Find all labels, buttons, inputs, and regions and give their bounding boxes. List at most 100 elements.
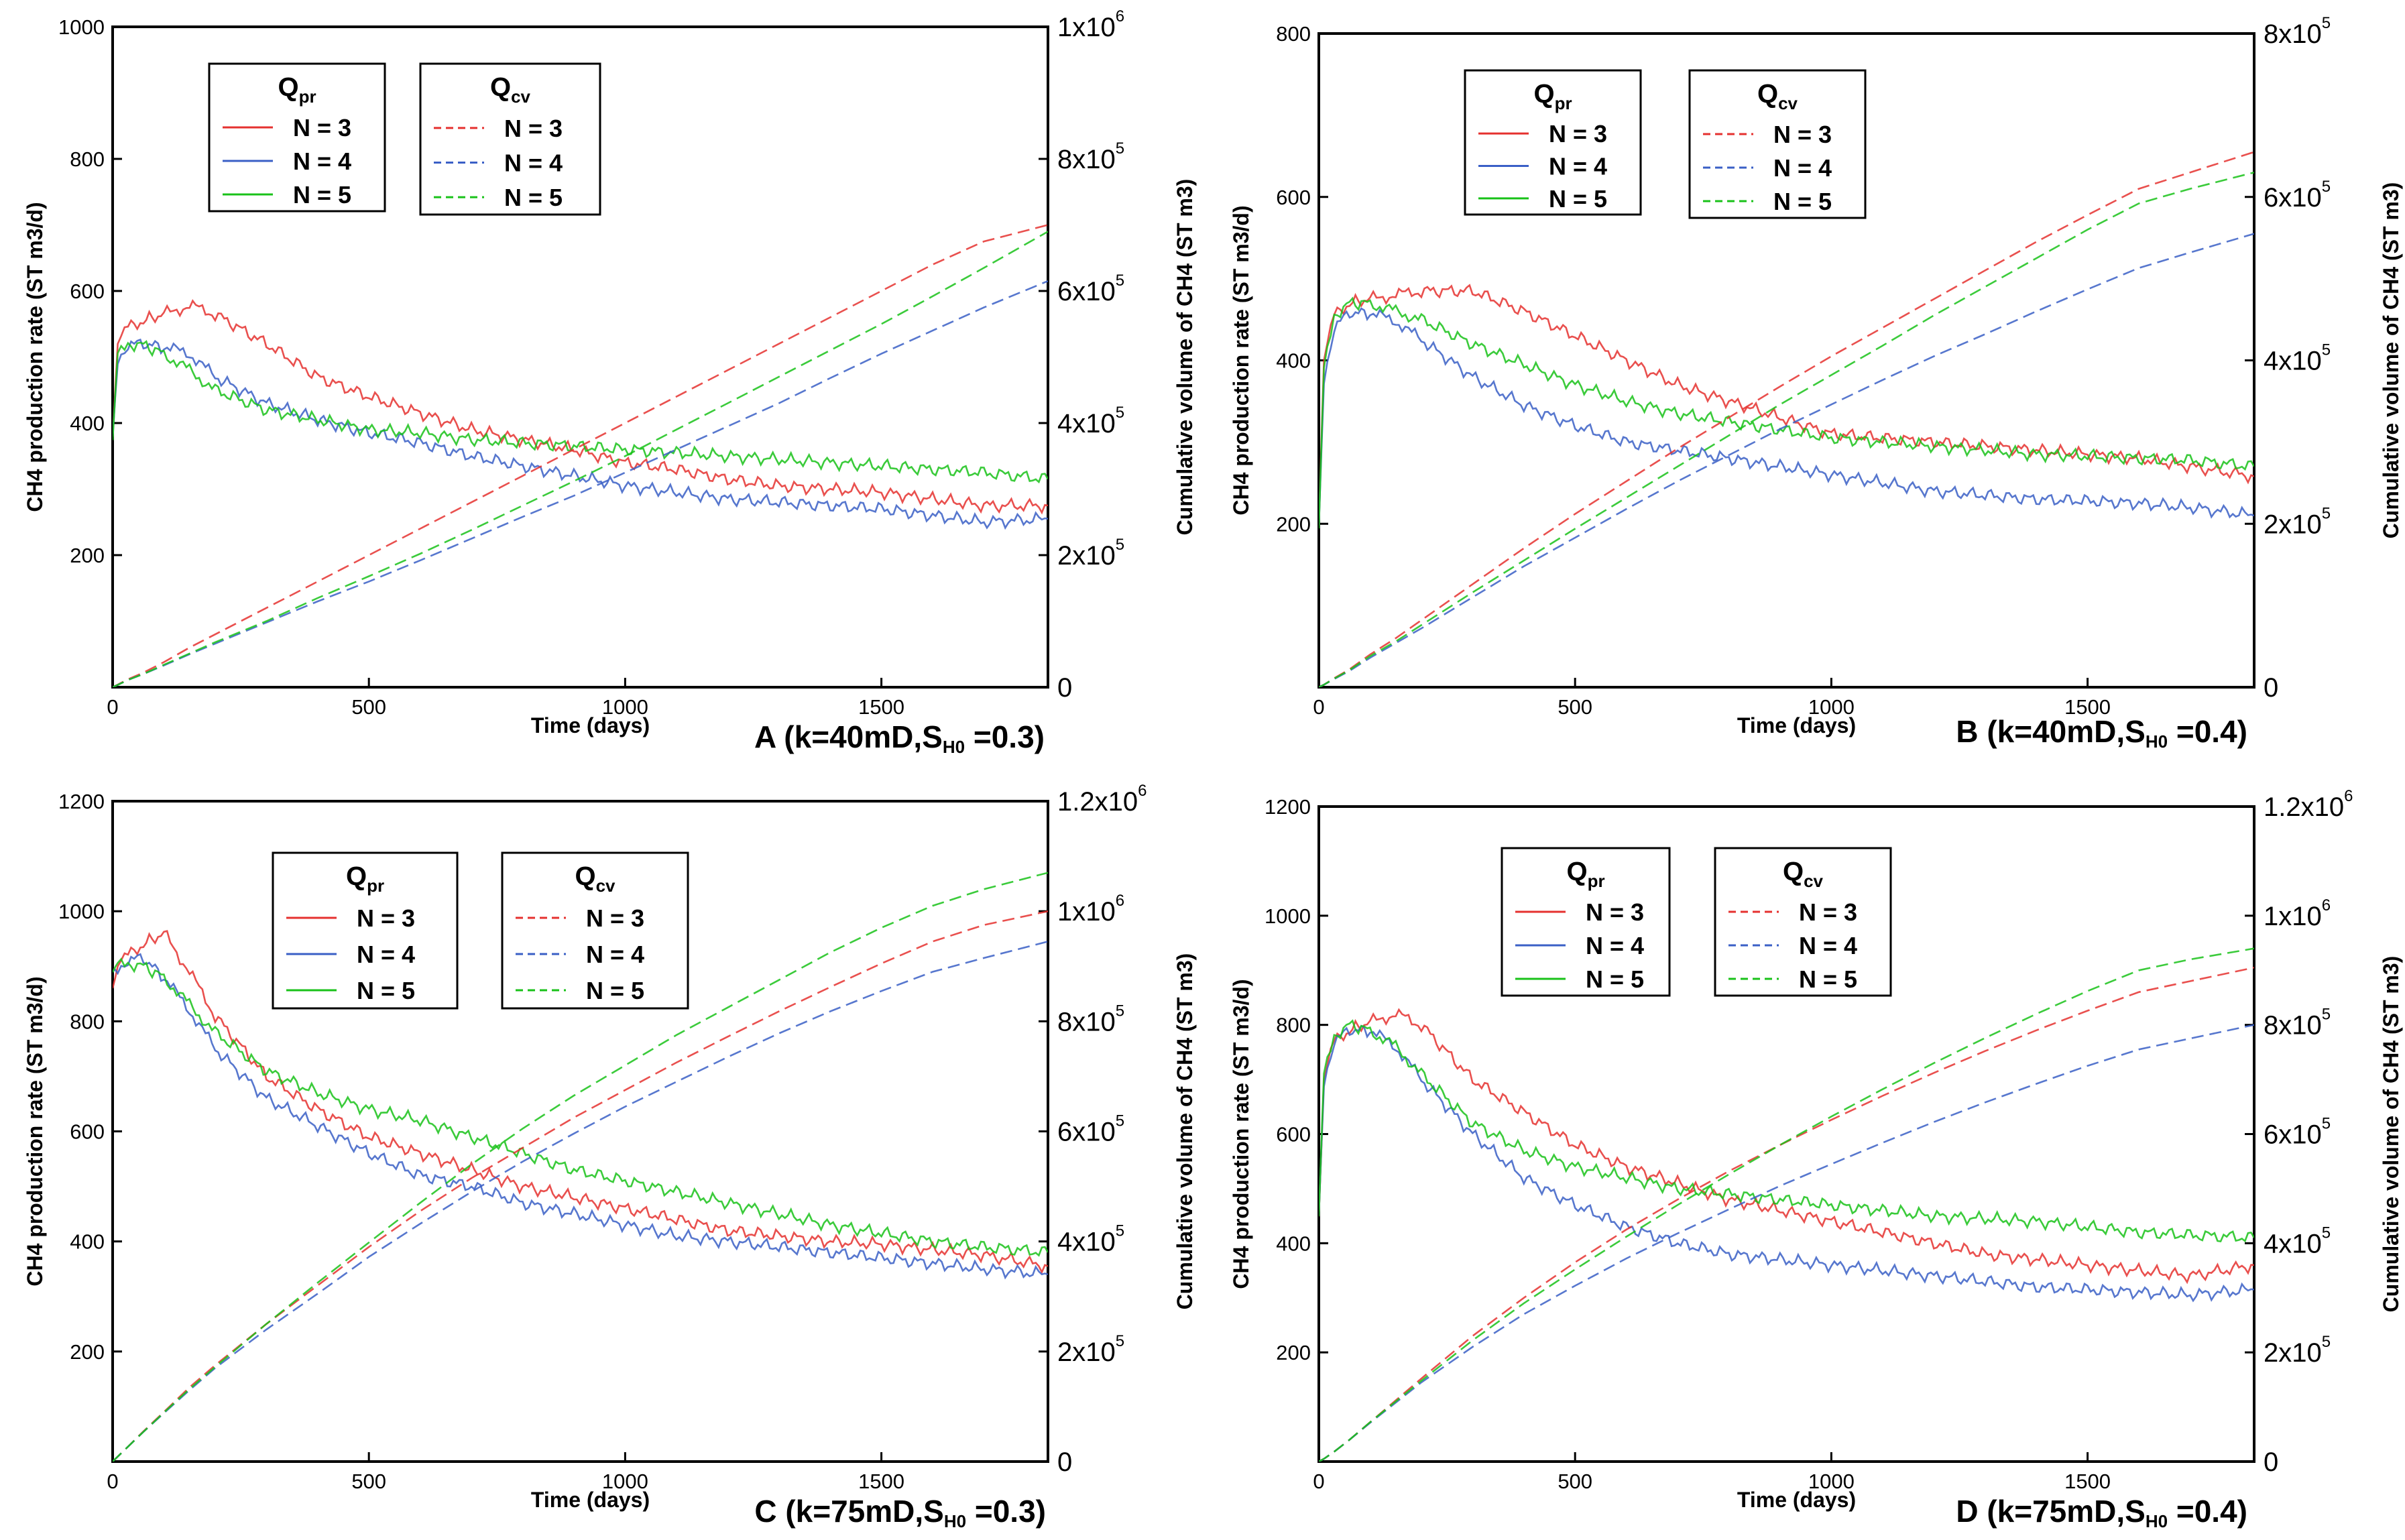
y2-tick-base: 1.2x10 bbox=[1057, 787, 1138, 817]
y-tick-label: 800 bbox=[70, 1010, 105, 1033]
cum-line-c-n5 bbox=[113, 872, 1048, 1462]
legend-qpr-c: Qpr N = 3 N = 4 N = 5 bbox=[272, 851, 459, 1010]
y2-axis-label: Cumulative volume of CH4 (ST m3) bbox=[2379, 182, 2403, 539]
x-tick-label: 0 bbox=[107, 695, 118, 719]
y2-tick-exponent: 5 bbox=[1116, 404, 1124, 422]
rate-line-b-n5 bbox=[1319, 296, 2254, 529]
legend-qpr-a: Qpr N = 3 N = 4 N = 5 bbox=[208, 62, 386, 213]
y2-tick-exponent: 5 bbox=[1116, 1222, 1124, 1240]
legend-title-sub: pr bbox=[367, 876, 384, 896]
y2-tick-label: 8x105 bbox=[1057, 139, 1124, 174]
y2-tick-exponent: 5 bbox=[2322, 14, 2331, 32]
y2-tick-base: 0 bbox=[1057, 673, 1072, 703]
y2-tick-label: 1x106 bbox=[1057, 892, 1124, 927]
legend-label-n4: N = 4 bbox=[504, 150, 563, 177]
legend-box bbox=[1714, 847, 1892, 997]
y2-tick-exponent: 6 bbox=[1116, 7, 1124, 25]
legend-box bbox=[208, 62, 386, 213]
y2-tick-label: 4x105 bbox=[2264, 341, 2331, 376]
y-tick-label: 400 bbox=[70, 1230, 105, 1254]
legend-title-sub: cv bbox=[1804, 871, 1823, 891]
y-tick-label: 200 bbox=[1276, 1341, 1311, 1364]
legend-title-main: Q bbox=[575, 862, 595, 891]
y-tick-label: 400 bbox=[1276, 1232, 1311, 1255]
legend-label-n5: N = 5 bbox=[1799, 965, 1857, 993]
y2-tick-exponent: 6 bbox=[2344, 787, 2353, 805]
y2-tick-base: 4x10 bbox=[1057, 409, 1116, 438]
x-tick-label: 500 bbox=[1558, 695, 1592, 719]
y2-axis-label: Cumulative volume of CH4 (ST m3) bbox=[1173, 953, 1197, 1310]
x-tick-label: 1000 bbox=[1808, 695, 1855, 719]
legend-title-sub: cv bbox=[596, 876, 615, 896]
caption-suffix: =0.4) bbox=[2168, 1494, 2247, 1529]
y2-tick-label: 2x105 bbox=[1057, 1332, 1124, 1367]
legend-label-n3: N = 3 bbox=[1799, 898, 1857, 926]
rate-line-b-n4 bbox=[1319, 307, 2254, 526]
y2-tick-label: 0 bbox=[2264, 673, 2278, 703]
x-axis-label: Time (days) bbox=[531, 1488, 650, 1512]
y2-tick-exponent: 5 bbox=[2322, 1006, 2331, 1024]
y2-tick-label: 8x105 bbox=[2264, 14, 2331, 49]
y2-tick-label: 1x106 bbox=[2264, 896, 2331, 931]
y-tick-label: 400 bbox=[70, 412, 105, 435]
cum-line-a-n4 bbox=[113, 280, 1048, 687]
rate-line-d-n4 bbox=[1319, 1024, 2254, 1303]
legend-label-n4: N = 4 bbox=[586, 941, 644, 968]
y2-tick-label: 6x105 bbox=[1057, 272, 1124, 306]
rate-line-c-n3 bbox=[113, 930, 1048, 1275]
caption-prefix: B (k=40mD,S bbox=[1956, 714, 2146, 749]
y2-tick-base: 1.2x10 bbox=[2264, 792, 2344, 822]
cum-line-a-n3 bbox=[113, 224, 1048, 687]
y-tick-label: 800 bbox=[70, 147, 105, 171]
y-tick-label: 200 bbox=[70, 544, 105, 567]
legend-box bbox=[1464, 69, 1642, 216]
y2-tick-label: 6x105 bbox=[1057, 1112, 1124, 1147]
y2-tick-base: 6x10 bbox=[1057, 277, 1116, 306]
legend-title: Qcv bbox=[1783, 857, 1824, 891]
y-tick-label: 800 bbox=[1276, 22, 1311, 46]
legend-label-n5: N = 5 bbox=[586, 977, 644, 1004]
chart-d: 0 500 1000 15002004006008001000120002x1054x… bbox=[1229, 787, 2403, 1531]
x-tick-label: 500 bbox=[351, 695, 386, 719]
rate-line-b-n3 bbox=[1319, 284, 2254, 524]
y-tick-label: 1200 bbox=[58, 790, 105, 813]
legend-title: Qpr bbox=[1566, 857, 1604, 891]
y2-tick-label: 0 bbox=[1057, 673, 1072, 703]
rate-line-c-n4 bbox=[113, 953, 1048, 1280]
y-tick-label: 400 bbox=[1276, 349, 1311, 373]
legend-title: Qcv bbox=[575, 862, 615, 896]
x-tick-label: 1000 bbox=[602, 695, 648, 719]
x-tick-label: 1000 bbox=[1808, 1470, 1855, 1493]
legend-label-n4: N = 4 bbox=[1773, 154, 1832, 182]
y2-tick-exponent: 5 bbox=[1116, 536, 1124, 554]
y-tick-label: 600 bbox=[70, 1120, 105, 1144]
y-tick-label: 1200 bbox=[1265, 795, 1311, 819]
y2-tick-base: 4x10 bbox=[2264, 347, 2322, 376]
caption-d: D (k=75mD,SH0 =0.4) bbox=[1956, 1494, 2247, 1531]
y2-tick-exponent: 5 bbox=[2322, 1224, 2331, 1242]
y2-tick-base: 1x10 bbox=[2264, 902, 2322, 931]
caption-a: A (k=40mD,SH0 =0.3) bbox=[754, 719, 1045, 757]
legend-box bbox=[419, 62, 601, 216]
chart-b: 0 500 1000 150020040060080002x1054x1056x105… bbox=[1229, 14, 2403, 752]
caption-prefix: D (k=75mD,S bbox=[1956, 1494, 2146, 1529]
legend-title: Qcv bbox=[1757, 79, 1798, 113]
legend-qcv-d: Qcv N = 3 N = 4 N = 5 bbox=[1714, 847, 1892, 997]
x-axis-label: Time (days) bbox=[1737, 713, 1856, 737]
rate-line-c-n5 bbox=[113, 957, 1048, 1257]
y2-tick-base: 8x10 bbox=[1057, 1007, 1116, 1036]
legend-qcv-b: Qcv N = 3 N = 4 N = 5 bbox=[1688, 69, 1867, 219]
caption-c: C (k=75mD,SH0 =0.3) bbox=[754, 1494, 1046, 1531]
y2-tick-base: 2x10 bbox=[2264, 510, 2322, 539]
legend-title-main: Q bbox=[1566, 857, 1587, 886]
legend-title: Qpr bbox=[1533, 79, 1572, 113]
x-axis-label: Time (days) bbox=[531, 713, 650, 737]
y-axis-label: CH4 production rate (ST m3/d) bbox=[1229, 979, 1253, 1289]
legend-label-n3: N = 3 bbox=[293, 114, 351, 141]
plot-frame-a bbox=[111, 25, 1049, 689]
cum-line-a-n5 bbox=[113, 231, 1048, 687]
caption-prefix: C (k=75mD,S bbox=[754, 1494, 944, 1529]
rate-line-d-n5 bbox=[1319, 1019, 2254, 1243]
caption-sub: H0 bbox=[2146, 1511, 2168, 1531]
x-tick-label: 500 bbox=[351, 1470, 386, 1493]
